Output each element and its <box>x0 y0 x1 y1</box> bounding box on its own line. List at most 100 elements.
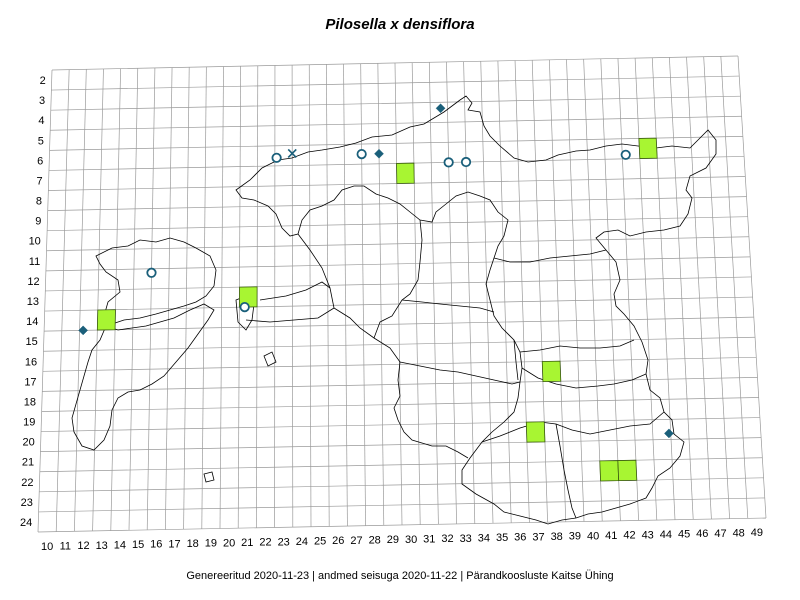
grid-line-vertical <box>37 69 53 533</box>
y-tick-label: 10 <box>29 236 41 248</box>
grid-line-vertical <box>720 56 749 519</box>
country-borders <box>71 95 717 525</box>
grid-line-vertical <box>411 62 421 525</box>
grid-line-vertical <box>92 68 104 531</box>
record-circle <box>146 267 157 278</box>
x-tick-label: 37 <box>532 531 544 543</box>
x-tick-label: 41 <box>605 530 617 542</box>
grid-line-vertical <box>201 66 207 529</box>
y-tick-label: 18 <box>24 396 36 408</box>
x-tick-label: 23 <box>278 536 290 548</box>
grid-line-vertical <box>463 61 476 524</box>
record-circle <box>356 148 367 160</box>
record-square <box>638 137 658 159</box>
grid-line-vertical <box>55 69 70 532</box>
y-tick-label: 20 <box>22 437 34 449</box>
record-circle <box>443 157 454 168</box>
grid-line-vertical <box>74 69 87 532</box>
grid-line-horizontal <box>43 336 756 352</box>
grid-line-horizontal <box>44 316 754 332</box>
x-tick-label: 29 <box>387 534 399 546</box>
grid-lines <box>37 55 767 533</box>
grid-line-horizontal <box>47 196 747 211</box>
x-tick-label: 26 <box>332 535 344 547</box>
x-tick-label: 32 <box>441 533 453 545</box>
grid-line-horizontal <box>45 256 751 272</box>
record-circle <box>460 156 472 168</box>
county-border <box>399 361 521 385</box>
y-tick-label: 19 <box>23 417 35 429</box>
grid-line-horizontal <box>45 276 752 292</box>
county-border <box>245 307 335 323</box>
grid-line-vertical <box>128 68 139 531</box>
y-tick-label: 12 <box>27 276 39 288</box>
y-tick-label: 23 <box>21 497 33 509</box>
record-circle <box>271 152 282 163</box>
grid-line-vertical <box>394 62 403 526</box>
x-tick-label: 16 <box>150 539 162 551</box>
x-tick-label: 45 <box>678 529 690 541</box>
x-tick-label: 35 <box>496 532 508 544</box>
grid-line-vertical <box>219 66 224 529</box>
x-tick-label: 44 <box>660 529 672 541</box>
grid-line-horizontal <box>40 437 762 453</box>
island-outline <box>203 471 215 483</box>
x-tick-label: 47 <box>714 528 726 540</box>
grid-line-vertical <box>291 65 294 528</box>
x-tick-label: 33 <box>460 533 472 545</box>
record-markers <box>78 103 674 482</box>
grid-line-horizontal <box>37 517 767 533</box>
grid-line-horizontal <box>50 115 742 131</box>
record-circle <box>239 301 250 313</box>
county-border <box>481 411 665 443</box>
x-tick-label: 39 <box>569 531 581 543</box>
x-tick-label: 36 <box>514 532 526 544</box>
grid-line-vertical <box>480 61 494 524</box>
footer-credit: Genereeritud 2020-11-23 | andmed seisuga… <box>186 570 614 582</box>
record-diamond <box>374 148 384 159</box>
grid-line-horizontal <box>51 75 740 91</box>
y-tick-label: 21 <box>22 457 34 469</box>
x-tick-label: 24 <box>296 536 308 548</box>
x-tick-label: 15 <box>132 539 144 551</box>
county-border <box>297 233 469 459</box>
grid-line-vertical <box>146 67 156 530</box>
x-tick-label: 42 <box>623 530 635 542</box>
grid-line-vertical <box>110 68 121 531</box>
record-diamond <box>78 325 88 336</box>
county-border <box>519 339 635 353</box>
mainland-outline <box>235 95 717 525</box>
x-tick-label: 21 <box>241 537 253 549</box>
x-tick-label: 46 <box>696 528 708 540</box>
grid-line-vertical <box>308 64 312 527</box>
y-tick-label: 13 <box>27 296 39 308</box>
grid-line-vertical <box>165 67 173 530</box>
x-tick-label: 27 <box>350 535 362 547</box>
grid-line-horizontal <box>50 95 741 111</box>
grid-line-vertical <box>703 56 730 519</box>
x-tick-label: 17 <box>168 538 180 550</box>
record-square <box>396 162 415 184</box>
county-border <box>521 367 647 389</box>
county-border <box>373 219 423 339</box>
grid-line-vertical <box>566 59 585 522</box>
x-tick-label: 13 <box>96 540 108 552</box>
grid-line-vertical <box>686 57 712 520</box>
record-circle <box>620 149 631 160</box>
x-tick-label: 22 <box>259 537 271 549</box>
grid-line-horizontal <box>44 296 753 312</box>
x-tick-label: 48 <box>733 528 745 540</box>
grid-line-horizontal <box>41 397 759 412</box>
x-tick-label: 12 <box>77 540 89 552</box>
record-square <box>599 460 620 482</box>
grid-line-vertical <box>583 59 603 522</box>
y-tick-label: 17 <box>24 376 36 388</box>
grid-line-vertical <box>360 63 366 526</box>
grid-line-horizontal <box>39 477 764 493</box>
x-tick-label: 10 <box>41 541 53 553</box>
grid-line-vertical <box>600 58 621 521</box>
x-tick-label: 31 <box>423 533 435 545</box>
grid-line-vertical <box>549 59 567 522</box>
x-tick-label: 18 <box>187 538 199 550</box>
